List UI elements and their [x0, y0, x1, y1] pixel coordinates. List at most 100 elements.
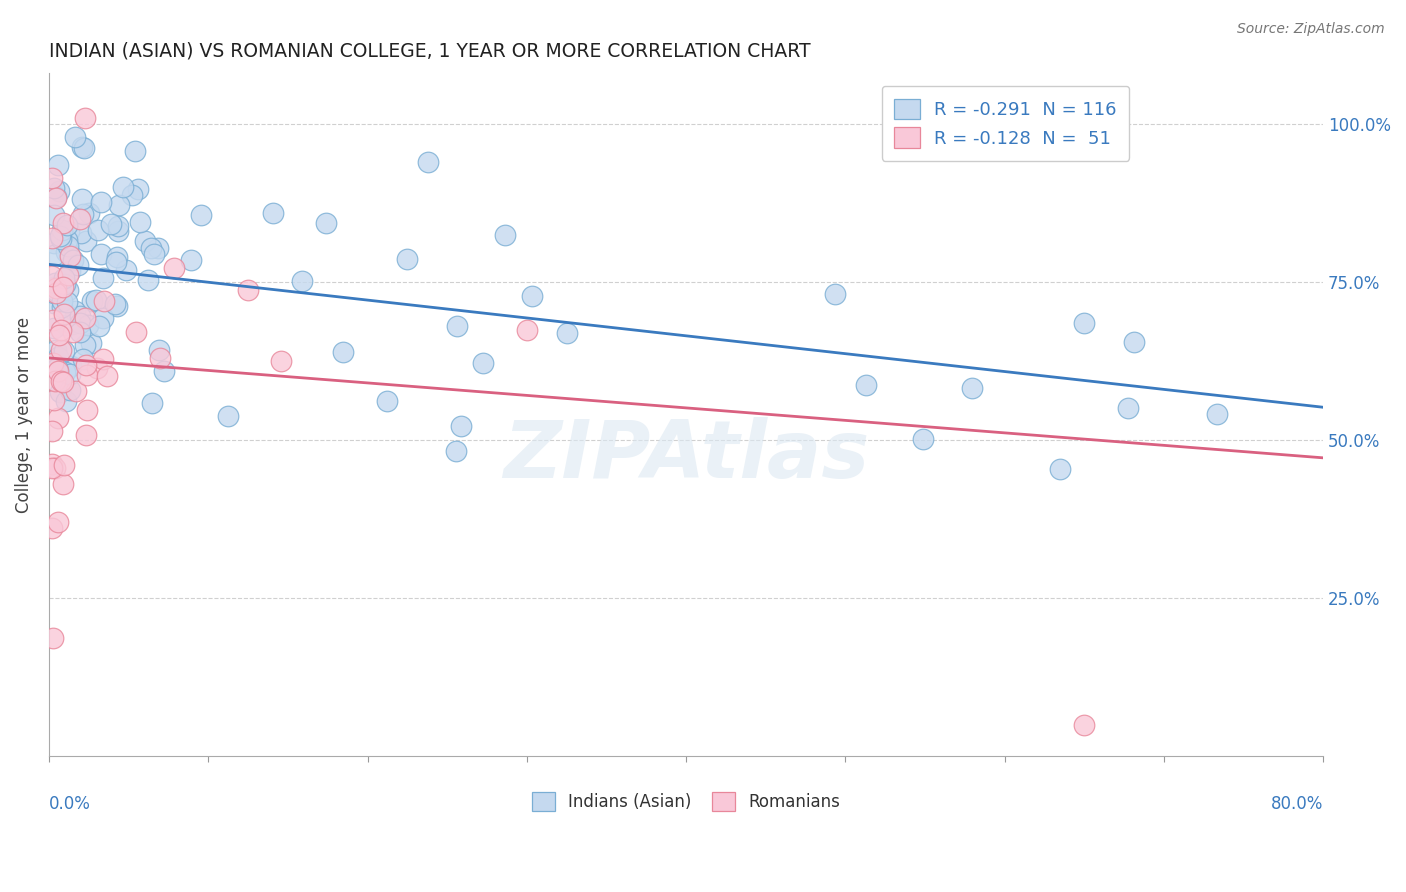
- Point: [56, 268, 79, 282]
- Point: [105, 255, 128, 269]
- Point: [73, 141, 96, 155]
- Point: [75, 338, 97, 352]
- Point: [91, 310, 114, 325]
- Point: [41, 231, 63, 245]
- Point: [76, 318, 98, 332]
- Point: [58, 225, 80, 239]
- Point: [51, 231, 73, 245]
- Point: [450, 419, 472, 434]
- Point: [46, 515, 69, 529]
- Point: [58, 238, 80, 252]
- Point: [59, 367, 82, 381]
- Point: [55, 295, 77, 310]
- Point: [52, 306, 75, 320]
- Point: [42, 296, 65, 310]
- Point: [52, 375, 75, 389]
- Point: [42, 247, 65, 261]
- Point: [42, 280, 65, 294]
- Point: [63, 129, 86, 144]
- Point: [45, 191, 67, 205]
- Point: [446, 319, 468, 334]
- Point: [149, 351, 172, 366]
- Point: [190, 208, 212, 222]
- Point: [59, 383, 82, 397]
- Point: [45, 284, 67, 298]
- Point: [332, 345, 354, 359]
- Point: [69, 309, 91, 323]
- Point: [59, 249, 82, 263]
- Point: [69, 316, 91, 330]
- Point: [520, 289, 543, 303]
- Point: [1118, 401, 1140, 416]
- Point: [69, 226, 91, 240]
- Point: [127, 182, 149, 196]
- Point: [46, 158, 69, 172]
- Point: [73, 111, 96, 125]
- Point: [52, 458, 75, 472]
- Point: [44, 461, 66, 475]
- Point: [69, 212, 91, 227]
- Point: [84, 293, 107, 307]
- Point: [236, 284, 259, 298]
- Point: [142, 247, 165, 261]
- Text: ZIPAtlas: ZIPAtlas: [503, 417, 869, 495]
- Point: [55, 318, 77, 332]
- Point: [62, 252, 84, 267]
- Point: [55, 393, 77, 408]
- Y-axis label: College, 1 year or more: College, 1 year or more: [15, 317, 32, 513]
- Point: [45, 343, 67, 357]
- Point: [960, 381, 983, 395]
- Point: [107, 224, 129, 238]
- Point: [65, 384, 87, 399]
- Point: [56, 233, 79, 247]
- Point: [124, 144, 146, 158]
- Text: 0.0%: 0.0%: [49, 795, 91, 814]
- Point: [1122, 335, 1144, 350]
- Point: [42, 208, 65, 222]
- Point: [42, 321, 65, 335]
- Point: [44, 276, 66, 290]
- Point: [315, 216, 337, 230]
- Point: [148, 343, 170, 357]
- Point: [53, 365, 76, 379]
- Point: [56, 218, 79, 232]
- Point: [41, 269, 63, 284]
- Point: [46, 364, 69, 378]
- Point: [44, 392, 66, 407]
- Point: [42, 180, 65, 194]
- Point: [48, 327, 70, 342]
- Point: [45, 281, 67, 295]
- Point: [112, 179, 135, 194]
- Point: [1049, 462, 1071, 476]
- Point: [121, 188, 143, 202]
- Point: [75, 310, 97, 325]
- Point: [48, 228, 70, 243]
- Point: [46, 410, 69, 425]
- Point: [855, 377, 877, 392]
- Point: [55, 245, 77, 260]
- Point: [148, 241, 170, 255]
- Point: [53, 271, 76, 285]
- Point: [60, 359, 83, 373]
- Point: [290, 274, 312, 288]
- Point: [42, 313, 65, 327]
- Point: [53, 344, 76, 359]
- Point: [51, 301, 73, 315]
- Point: [58, 247, 80, 261]
- Point: [472, 356, 495, 370]
- Point: [70, 140, 93, 154]
- Point: [375, 393, 398, 408]
- Point: [75, 234, 97, 248]
- Point: [51, 374, 73, 388]
- Point: [557, 326, 579, 340]
- Point: [75, 427, 97, 442]
- Point: [77, 206, 100, 220]
- Point: [42, 631, 65, 645]
- Legend: Indians (Asian), Romanians: Indians (Asian), Romanians: [520, 780, 852, 823]
- Point: [416, 154, 439, 169]
- Point: [52, 477, 75, 491]
- Point: [396, 252, 419, 266]
- Point: [45, 190, 67, 204]
- Point: [41, 457, 63, 471]
- Point: [42, 286, 65, 301]
